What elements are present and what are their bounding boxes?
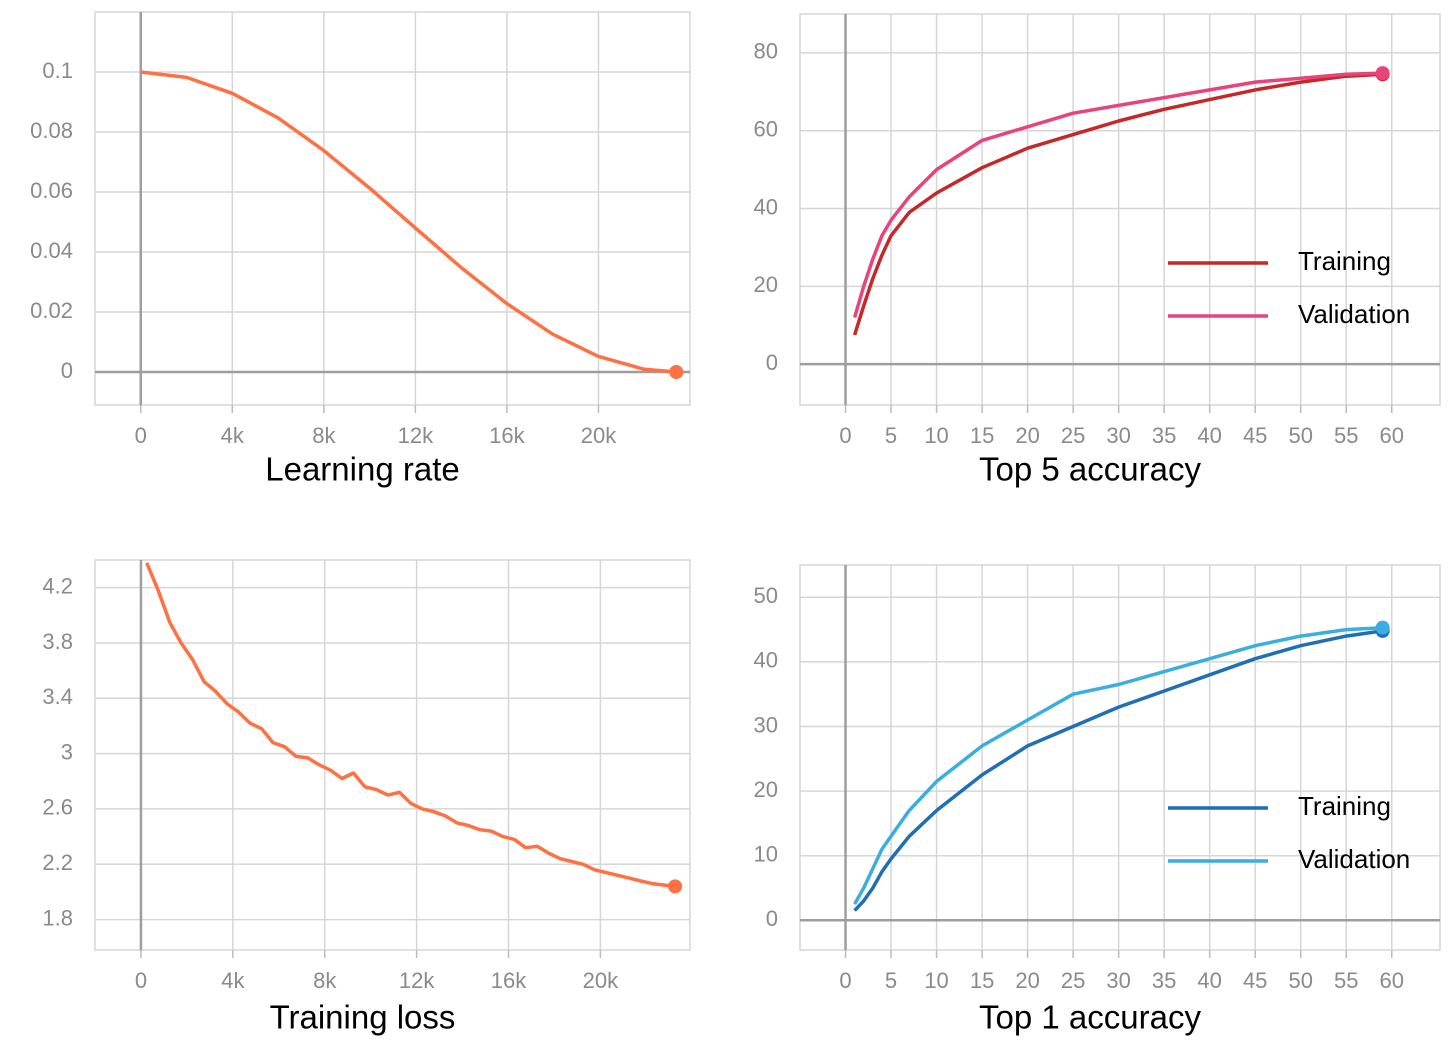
- y-tick-label: 60: [754, 117, 778, 142]
- y-tick-label: 0.06: [30, 178, 73, 203]
- y-tick-label: 40: [754, 194, 778, 219]
- y-tick-label: 40: [754, 648, 778, 673]
- x-tick-label: 12k: [398, 423, 434, 448]
- y-tick-label: 10: [754, 842, 778, 867]
- plot-frame: [799, 13, 1441, 406]
- plot-frame: [799, 564, 1441, 951]
- x-tick-label: 0: [839, 968, 851, 993]
- x-tick-label: 25: [1061, 968, 1085, 993]
- x-tick-label: 25: [1061, 423, 1085, 448]
- series-line: [852, 71, 1383, 318]
- y-tick-label: 3: [61, 739, 73, 764]
- chart-title: Top 1 accuracy: [979, 999, 1201, 1036]
- x-tick-label: 35: [1152, 968, 1176, 993]
- x-tick-label: 50: [1288, 423, 1312, 448]
- y-tick-label: 0.1: [42, 58, 73, 83]
- x-tick-label: 40: [1197, 968, 1221, 993]
- legend-label: Training: [1298, 791, 1391, 821]
- x-tick-label: 60: [1380, 968, 1404, 993]
- x-tick-label: 20k: [583, 968, 619, 993]
- x-tick-label: 15: [970, 423, 994, 448]
- series-line: [853, 629, 1383, 912]
- legend-label: Validation: [1298, 299, 1410, 329]
- chart-title: Training loss: [270, 999, 456, 1036]
- end-point: [1375, 66, 1390, 81]
- x-tick-label: 35: [1152, 423, 1176, 448]
- chart-title: Learning rate: [265, 451, 459, 488]
- plot-frame: [94, 559, 691, 951]
- x-tick-label: 55: [1334, 423, 1358, 448]
- series-line: [852, 72, 1383, 336]
- y-tick-label: 2.2: [42, 850, 73, 875]
- series-line: [140, 70, 677, 374]
- x-tick-label: 30: [1106, 423, 1130, 448]
- x-tick-label: 5: [885, 968, 897, 993]
- y-tick-label: 0: [766, 906, 778, 931]
- x-tick-label: 8k: [313, 968, 337, 993]
- y-tick-label: 1.8: [42, 905, 73, 930]
- legend-label: Training: [1298, 246, 1391, 276]
- y-tick-label: 4.2: [42, 573, 73, 598]
- x-tick-label: 4k: [221, 968, 245, 993]
- end-point: [668, 879, 683, 894]
- x-tick-label: 0: [135, 423, 147, 448]
- series-line: [145, 562, 676, 889]
- end-point: [669, 365, 684, 379]
- x-tick-label: 20: [1015, 968, 1039, 993]
- x-tick-label: 16k: [489, 423, 525, 448]
- x-tick-label: 4k: [221, 423, 245, 448]
- x-tick-label: 15: [970, 968, 994, 993]
- y-tick-label: 50: [754, 583, 778, 608]
- y-tick-label: 0.04: [30, 238, 73, 263]
- y-tick-label: 2.6: [42, 795, 73, 820]
- x-tick-label: 30: [1106, 968, 1130, 993]
- x-tick-label: 60: [1380, 423, 1404, 448]
- y-tick-label: 30: [754, 712, 778, 737]
- x-tick-label: 20k: [581, 423, 617, 448]
- x-tick-label: 45: [1243, 423, 1267, 448]
- end-point: [1375, 620, 1390, 635]
- y-tick-label: 20: [754, 777, 778, 802]
- y-tick-label: 3.8: [42, 629, 73, 654]
- y-tick-label: 80: [754, 39, 778, 64]
- x-tick-label: 0: [135, 968, 147, 993]
- x-tick-label: 20: [1015, 423, 1039, 448]
- x-tick-label: 5: [885, 423, 897, 448]
- y-tick-label: 0: [766, 350, 778, 375]
- x-tick-label: 10: [924, 968, 948, 993]
- y-tick-label: 20: [754, 272, 778, 297]
- plot-frame: [94, 11, 691, 406]
- x-tick-label: 55: [1334, 968, 1358, 993]
- x-tick-label: 10: [924, 423, 948, 448]
- chart-title: Top 5 accuracy: [979, 451, 1201, 488]
- x-tick-label: 0: [839, 423, 851, 448]
- x-tick-label: 16k: [491, 968, 527, 993]
- y-tick-label: 0.02: [30, 298, 73, 323]
- y-tick-label: 0.08: [30, 118, 73, 143]
- y-tick-label: 0: [61, 358, 73, 383]
- x-tick-label: 45: [1243, 968, 1267, 993]
- x-tick-label: 12k: [399, 968, 435, 993]
- legend-label: Validation: [1298, 844, 1410, 874]
- series-line: [853, 625, 1383, 905]
- x-tick-label: 50: [1288, 968, 1312, 993]
- x-tick-label: 40: [1197, 423, 1221, 448]
- y-tick-label: 3.4: [42, 684, 73, 709]
- x-tick-label: 8k: [312, 423, 336, 448]
